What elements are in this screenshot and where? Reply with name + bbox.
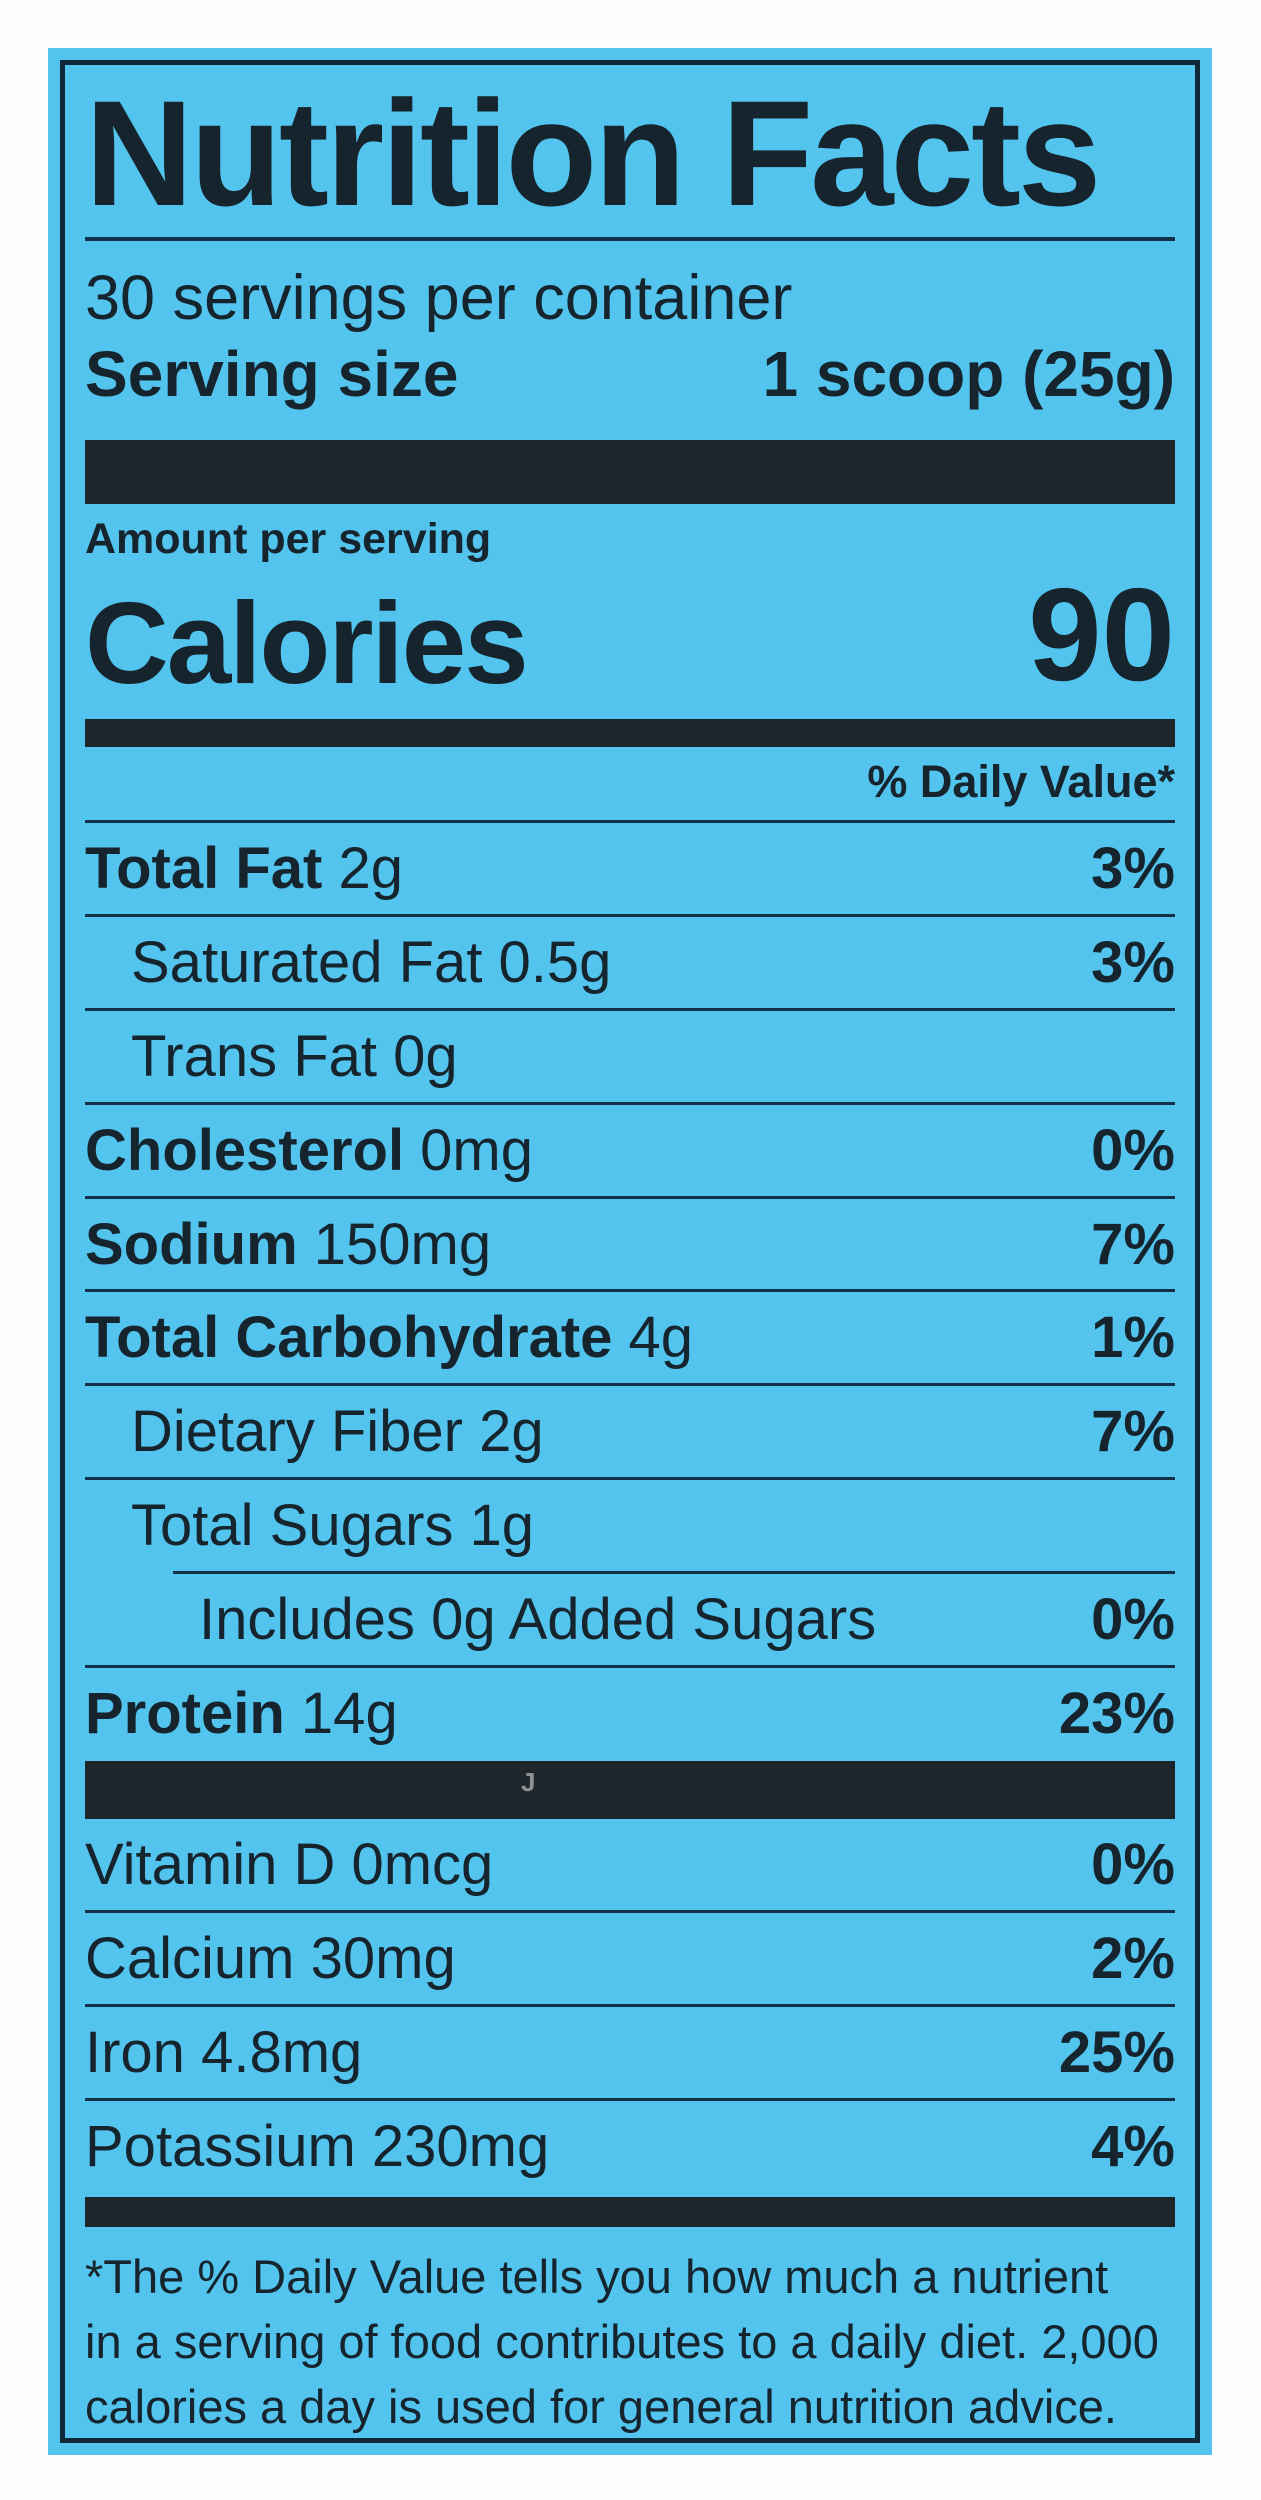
nutrient-name-amount: Potassium 230mg [85, 2113, 550, 2179]
nutrient-name-amount: Iron 4.8mg [85, 2019, 363, 2085]
footnote-line: in a serving of food contributes to a da… [85, 2315, 1159, 2369]
nutrient-row: Vitamin D 0mcg 0% [85, 1819, 1175, 1910]
print-artifact: J [521, 1766, 536, 1797]
nutrient-daily-value: 0% [1091, 1831, 1175, 1897]
nutrient-daily-value: 7% [1091, 1399, 1175, 1465]
nutrient-row: Calcium 30mg 2% [85, 1909, 1175, 2004]
nutrient-row: Trans Fat 0g [85, 1007, 1175, 1102]
nutrient-name-amount: Sodium 150mg [85, 1211, 492, 1277]
label-border-box: Nutrition Facts 30 servings per containe… [60, 60, 1200, 2443]
footnote: *The % Daily Value tells you how much a … [85, 2227, 1175, 2438]
nutrient-row: Sodium 150mg 7% [85, 1195, 1175, 1290]
nutrient-daily-value: 0% [1091, 1587, 1175, 1653]
nutrient-row: Potassium 230mg 4% [85, 2097, 1175, 2192]
calories-value: 90 [1028, 561, 1175, 708]
nutrient-row: Protein 14g 23% [85, 1665, 1175, 1759]
nutrient-name-amount: Total Carbohydrate 4g [85, 1305, 694, 1371]
nutrient-table: Total Fat 2g 3% Saturated Fat 0.5g 3% Tr… [85, 820, 1175, 1759]
nutrient-daily-value: 3% [1091, 929, 1175, 995]
nutrient-name-amount: Total Sugars 1g [131, 1493, 535, 1559]
separator-bar-medium [85, 719, 1175, 747]
footnote-line: *The % Daily Value tells you how much a … [85, 2250, 1109, 2304]
serving-size-value: 1 scoop (25g) [762, 338, 1175, 410]
indented-divider [173, 1571, 1175, 1575]
label-title: Nutrition Facts [85, 65, 1175, 241]
amount-per-serving-label: Amount per serving [85, 515, 492, 563]
daily-value-header: % Daily Value* [867, 756, 1175, 807]
nutrient-name-amount: Total Fat 2g [85, 836, 403, 901]
nutrient-row: Total Sugars 1g [85, 1477, 1175, 1571]
footnote-line: calories a day is used for general nutri… [85, 2380, 1117, 2434]
calories-label: Calories [85, 578, 529, 708]
nutrient-daily-value: 0% [1091, 1117, 1175, 1183]
separator-bar-thick-middle: J [85, 1760, 1175, 1819]
nutrient-name-amount: Vitamin D 0mcg [85, 1831, 494, 1897]
servings-per-container: 30 servings per container [85, 263, 793, 333]
nutrient-daily-value: 1% [1091, 1305, 1175, 1371]
nutrient-daily-value: 3% [1091, 836, 1175, 901]
nutrient-name-amount: Dietary Fiber 2g [131, 1399, 544, 1465]
nutrient-name-amount: Calcium 30mg [85, 1925, 456, 1991]
nutrient-row: Total Carbohydrate 4g 1% [85, 1289, 1175, 1383]
nutrient-row: Total Fat 2g 3% [85, 820, 1175, 914]
nutrient-row: Iron 4.8mg 25% [85, 2003, 1175, 2098]
nutrient-row: Saturated Fat 0.5g 3% [85, 913, 1175, 1008]
nutrient-row: Cholesterol 0mg 0% [85, 1101, 1175, 1196]
nutrient-row: Includes 0g Added Sugars 0% [85, 1574, 1175, 1665]
separator-bar-bottom [85, 2197, 1175, 2228]
serving-size-row: Serving size 1 scoop (25g) [85, 342, 1175, 434]
micronutrient-table: Vitamin D 0mcg 0% Calcium 30mg 2% Iron 4… [85, 1819, 1175, 2192]
nutrition-facts-label: Nutrition Facts 30 servings per containe… [48, 48, 1212, 2455]
nutrient-name-amount: Protein 14g [85, 1681, 398, 1747]
nutrient-name-amount: Cholesterol 0mg [85, 1117, 534, 1183]
nutrient-daily-value: 2% [1091, 1925, 1175, 1991]
nutrient-daily-value: 25% [1058, 2019, 1175, 2085]
nutrient-name-amount: Includes 0g Added Sugars [199, 1587, 877, 1653]
calories-row: Calories 90 [85, 561, 1175, 715]
serving-size-label: Serving size [85, 338, 459, 410]
nutrient-name-amount: Saturated Fat 0.5g [131, 929, 612, 995]
nutrient-daily-value: 4% [1091, 2113, 1175, 2179]
nutrient-name-amount: Trans Fat 0g [131, 1023, 458, 1089]
separator-bar-thick-top [85, 440, 1175, 504]
nutrient-daily-value: 23% [1058, 1681, 1175, 1747]
nutrient-daily-value: 7% [1091, 1211, 1175, 1277]
nutrient-row: Dietary Fiber 2g 7% [85, 1383, 1175, 1477]
